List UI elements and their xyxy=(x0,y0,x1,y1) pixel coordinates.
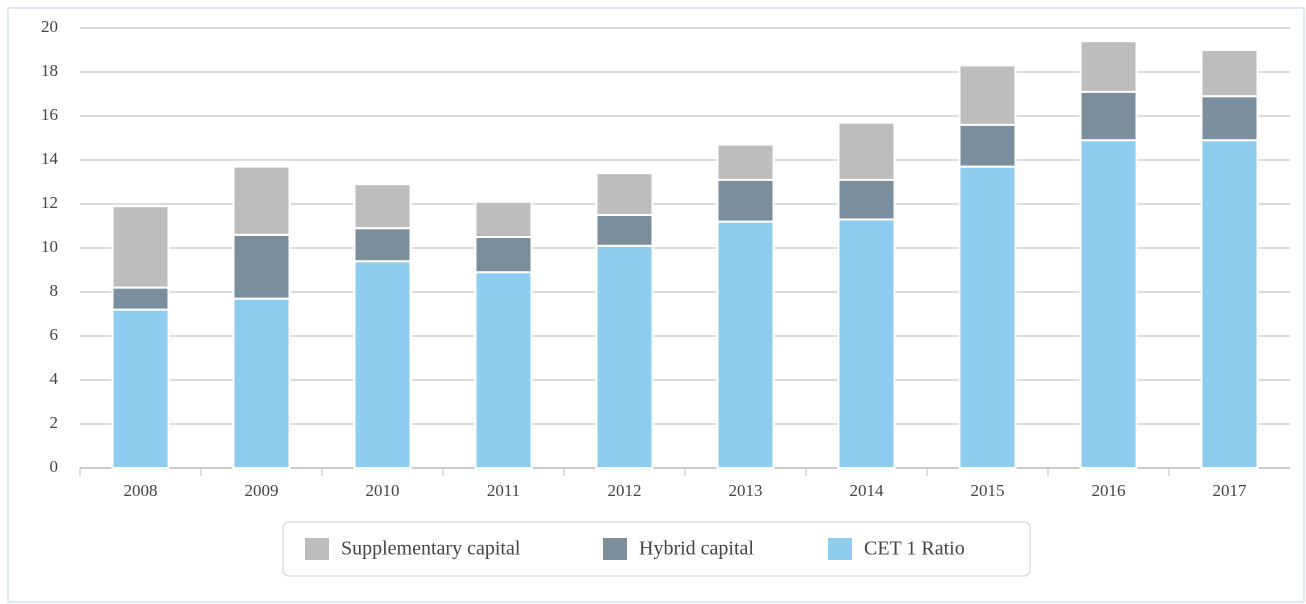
bar-segment xyxy=(232,297,291,469)
bar-segment xyxy=(1200,49,1259,98)
x-tick-label: 2010 xyxy=(366,481,400,500)
bar-segment xyxy=(111,286,170,311)
bar-segment xyxy=(1200,139,1259,469)
x-tick-label: 2017 xyxy=(1213,481,1248,500)
x-tick-label: 2011 xyxy=(487,481,520,500)
bar-segment xyxy=(474,236,533,274)
bar-segment xyxy=(595,244,654,469)
legend-label: Hybrid capital xyxy=(639,538,754,560)
y-tick-label: 2 xyxy=(50,413,59,432)
y-tick-label: 4 xyxy=(50,369,59,388)
bar-segment xyxy=(716,220,775,469)
bar-segment xyxy=(837,218,896,469)
x-tick-label: 2014 xyxy=(850,481,885,500)
y-tick-label: 0 xyxy=(50,457,59,476)
y-tick-label: 12 xyxy=(41,193,58,212)
bar-segment xyxy=(958,165,1017,469)
bar-segment xyxy=(474,271,533,470)
legend-swatch xyxy=(603,538,627,560)
bar-segment xyxy=(111,308,170,469)
x-tick-label: 2015 xyxy=(971,481,1005,500)
bar-segment xyxy=(353,227,412,263)
bar-segment xyxy=(716,178,775,223)
bar-segment xyxy=(1079,40,1138,93)
y-tick-label: 20 xyxy=(41,17,58,36)
y-tick-label: 10 xyxy=(41,237,58,256)
x-tick-label: 2013 xyxy=(729,481,763,500)
x-tick-label: 2009 xyxy=(245,481,279,500)
bar-segment xyxy=(232,233,291,300)
legend-label: CET 1 Ratio xyxy=(864,538,965,560)
bar-segment xyxy=(837,121,896,181)
bar-segment xyxy=(353,183,412,230)
bar-segment xyxy=(1200,95,1259,142)
y-tick-label: 6 xyxy=(50,325,59,344)
bar-segment xyxy=(595,214,654,247)
bar-segment xyxy=(1079,90,1138,142)
bar-segment xyxy=(716,143,775,181)
y-tick-label: 8 xyxy=(50,281,59,300)
x-tick-label: 2016 xyxy=(1092,481,1126,500)
bar-segment xyxy=(958,123,1017,168)
x-tick-label: 2008 xyxy=(124,481,158,500)
bar-segment xyxy=(232,165,291,236)
bar-segment xyxy=(474,200,533,239)
bar-segment xyxy=(1079,139,1138,469)
legend-swatch xyxy=(305,538,329,560)
legend-box xyxy=(282,521,1031,577)
bar-segment xyxy=(958,64,1017,126)
legend-label: Supplementary capital xyxy=(341,538,521,560)
y-tick-label: 14 xyxy=(41,149,59,168)
y-tick-label: 18 xyxy=(41,61,58,80)
bar-segment xyxy=(353,260,412,470)
x-tick-label: 2012 xyxy=(608,481,642,500)
bar-segment xyxy=(837,178,896,221)
y-tick-label: 16 xyxy=(41,105,58,124)
legend-swatch xyxy=(828,538,852,560)
frame xyxy=(7,7,1305,603)
bar-segment xyxy=(111,205,170,289)
bar-segment xyxy=(595,172,654,216)
